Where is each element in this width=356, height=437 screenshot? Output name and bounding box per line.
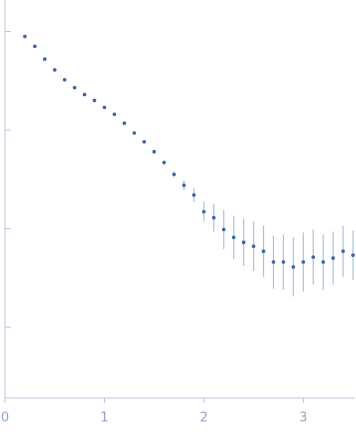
point bbox=[192, 193, 196, 197]
x-tick-label: 2 bbox=[200, 411, 208, 426]
point bbox=[52, 68, 57, 72]
point bbox=[102, 105, 107, 110]
point bbox=[62, 77, 67, 82]
point bbox=[132, 131, 137, 135]
point bbox=[23, 34, 27, 39]
point bbox=[271, 260, 276, 264]
point bbox=[112, 112, 117, 117]
point bbox=[261, 249, 266, 254]
point bbox=[202, 210, 206, 214]
point bbox=[251, 244, 256, 249]
point bbox=[72, 85, 77, 90]
point bbox=[301, 260, 306, 264]
point bbox=[331, 256, 335, 260]
point bbox=[142, 140, 147, 144]
x-tick-label: 3 bbox=[299, 411, 307, 426]
point bbox=[162, 160, 166, 165]
point bbox=[182, 183, 186, 188]
x-tick-label: 1 bbox=[100, 411, 108, 426]
point bbox=[221, 227, 226, 232]
point bbox=[321, 260, 325, 264]
point bbox=[281, 260, 286, 264]
point bbox=[92, 98, 97, 103]
point bbox=[42, 57, 47, 61]
point bbox=[33, 44, 37, 49]
point bbox=[122, 121, 127, 125]
point bbox=[82, 92, 87, 97]
point bbox=[172, 172, 176, 177]
point bbox=[341, 249, 345, 254]
point bbox=[291, 265, 296, 269]
x-tick-label: 0 bbox=[1, 411, 9, 426]
point bbox=[231, 235, 236, 240]
point bbox=[152, 149, 156, 154]
point bbox=[311, 255, 316, 259]
point bbox=[351, 253, 355, 257]
point bbox=[241, 240, 246, 245]
point bbox=[212, 215, 216, 220]
